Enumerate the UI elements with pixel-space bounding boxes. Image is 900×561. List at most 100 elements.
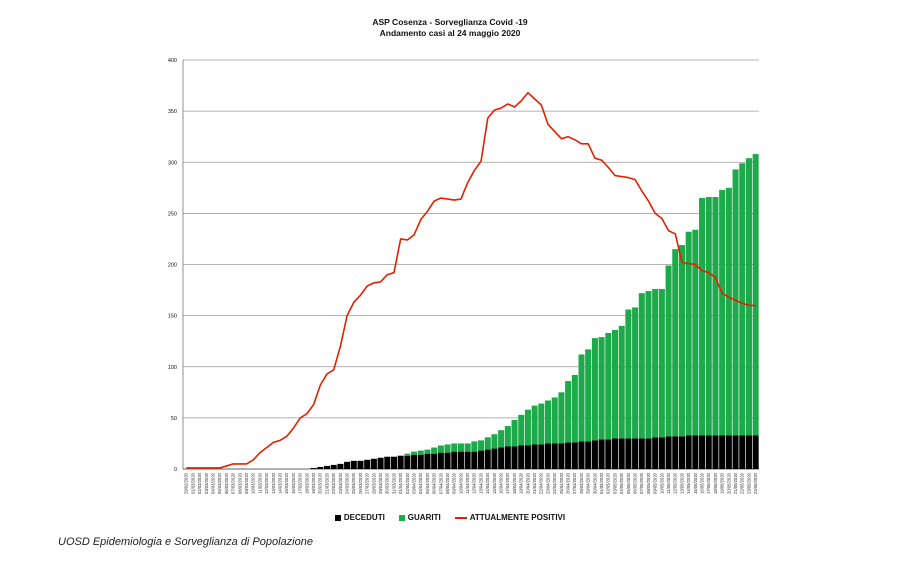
bar-deceduti bbox=[578, 441, 585, 469]
bar-deceduti bbox=[411, 454, 418, 469]
x-tick-label: 02/03/2020 bbox=[197, 472, 202, 494]
bar-guariti bbox=[712, 197, 719, 436]
bar-deceduti bbox=[471, 451, 478, 469]
bar-deceduti bbox=[658, 437, 665, 469]
y-tick-label: 300 bbox=[168, 160, 177, 166]
bar-deceduti bbox=[384, 456, 391, 469]
x-tick-label: 20/05/2020 bbox=[726, 472, 731, 494]
x-tick-label: 21/05/2020 bbox=[733, 472, 738, 494]
x-tick-label: 31/03/2020 bbox=[391, 472, 396, 494]
x-tick-label: 30/04/2020 bbox=[592, 472, 597, 494]
x-tick-label: 11/05/2020 bbox=[666, 472, 671, 493]
bar-deceduti bbox=[585, 441, 592, 469]
bar-deceduti bbox=[330, 464, 337, 469]
x-tick-label: 13/05/2020 bbox=[679, 472, 684, 494]
bar-guariti bbox=[618, 325, 625, 439]
x-tick-label: 16/04/2020 bbox=[499, 472, 504, 494]
x-tick-label: 12/04/2020 bbox=[472, 472, 477, 494]
x-tick-label: 21/03/2020 bbox=[324, 472, 329, 494]
bar-guariti bbox=[705, 197, 712, 436]
x-tick-label: 10/05/2020 bbox=[659, 472, 664, 494]
x-tick-label: 05/04/2020 bbox=[425, 472, 430, 494]
bar-guariti bbox=[591, 338, 598, 441]
x-tick-label: 27/04/2020 bbox=[572, 472, 577, 494]
bar-guariti bbox=[451, 443, 458, 452]
bar-deceduti bbox=[444, 452, 451, 469]
bar-deceduti bbox=[645, 438, 652, 469]
x-tick-label: 04/05/2020 bbox=[619, 472, 624, 494]
bar-deceduti bbox=[364, 459, 371, 469]
bar-deceduti bbox=[317, 466, 324, 469]
bar-deceduti bbox=[511, 446, 518, 469]
bar-guariti bbox=[752, 154, 759, 436]
x-tick-label: 22/04/2020 bbox=[539, 472, 544, 494]
legend-item-guariti: GUARITI bbox=[398, 513, 441, 522]
x-tick-label: 14/04/2020 bbox=[485, 472, 490, 494]
x-tick-label: 24/03/2020 bbox=[344, 472, 349, 494]
x-tick-label: 22/03/2020 bbox=[331, 472, 336, 494]
x-tick-label: 24/05/2020 bbox=[753, 472, 758, 494]
bar-deceduti bbox=[504, 446, 511, 469]
bar-guariti bbox=[692, 229, 699, 436]
bar-deceduti bbox=[478, 450, 485, 469]
x-tick-label: 17/03/2020 bbox=[298, 472, 303, 494]
y-tick-label: 100 bbox=[168, 365, 177, 371]
x-tick-label: 07/05/2020 bbox=[639, 472, 644, 494]
bar-guariti bbox=[652, 289, 659, 438]
bar-guariti bbox=[685, 231, 692, 436]
bar-guariti bbox=[464, 443, 471, 452]
bar-guariti bbox=[672, 249, 679, 437]
bar-deceduti bbox=[357, 460, 364, 469]
bar-deceduti bbox=[350, 460, 357, 469]
x-tick-label: 08/03/2020 bbox=[237, 472, 242, 494]
x-tick-label: 23/05/2020 bbox=[746, 472, 751, 494]
bar-deceduti bbox=[498, 447, 505, 469]
x-tick-label: 20/03/2020 bbox=[318, 472, 323, 494]
bar-deceduti bbox=[752, 435, 759, 469]
x-tick-label: 08/04/2020 bbox=[445, 472, 450, 494]
bar-guariti bbox=[545, 400, 552, 444]
x-tick-label: 23/04/2020 bbox=[545, 472, 550, 494]
bar-deceduti bbox=[464, 451, 471, 469]
bar-guariti bbox=[424, 449, 431, 454]
bar-guariti bbox=[571, 374, 578, 443]
legend-item-deceduti: DECEDUTI bbox=[334, 513, 385, 522]
bar-guariti bbox=[411, 451, 418, 455]
bar-deceduti bbox=[310, 467, 317, 469]
bar-guariti bbox=[457, 443, 464, 452]
x-tick-label: 24/04/2020 bbox=[552, 472, 557, 494]
bar-guariti bbox=[632, 307, 639, 439]
bar-guariti bbox=[524, 409, 531, 446]
x-tick-label: 12/05/2020 bbox=[673, 472, 678, 494]
bar-guariti bbox=[491, 434, 498, 449]
x-tick-label: 26/03/2020 bbox=[358, 472, 363, 494]
y-tick-label: 350 bbox=[168, 109, 177, 115]
bar-deceduti bbox=[652, 437, 659, 469]
bar-guariti bbox=[745, 158, 752, 436]
legend-item-attualmente-positivi: ATTUALMENTE POSITIVI bbox=[454, 513, 565, 522]
bar-deceduti bbox=[323, 465, 331, 469]
bar-deceduti bbox=[545, 443, 552, 469]
x-tick-label: 06/03/2020 bbox=[224, 472, 229, 494]
bar-guariti bbox=[732, 169, 739, 436]
x-tick-label: 18/05/2020 bbox=[713, 472, 718, 494]
bar-guariti bbox=[611, 329, 619, 439]
bar-guariti bbox=[658, 289, 665, 438]
x-tick-label: 18/03/2020 bbox=[304, 472, 309, 494]
chart-subtitle: Andamento casi al 24 maggio 2020 bbox=[379, 28, 521, 38]
x-tick-label: 12/03/2020 bbox=[264, 472, 269, 494]
bar-guariti bbox=[678, 245, 685, 437]
bar-guariti bbox=[531, 405, 538, 445]
bar-deceduti bbox=[719, 435, 726, 469]
x-tick-label: 05/03/2020 bbox=[217, 472, 222, 494]
x-tick-label: 06/04/2020 bbox=[432, 472, 437, 494]
x-tick-label: 19/04/2020 bbox=[519, 472, 524, 494]
bar-guariti bbox=[585, 349, 592, 442]
x-tick-label: 29/02/2020 bbox=[184, 472, 189, 494]
x-tick-label: 16/05/2020 bbox=[699, 472, 704, 494]
x-tick-label: 20/04/2020 bbox=[525, 472, 530, 494]
bar-guariti bbox=[511, 419, 518, 447]
bar-deceduti bbox=[699, 435, 706, 469]
bar-guariti bbox=[444, 444, 451, 453]
bar-deceduti bbox=[591, 440, 598, 469]
